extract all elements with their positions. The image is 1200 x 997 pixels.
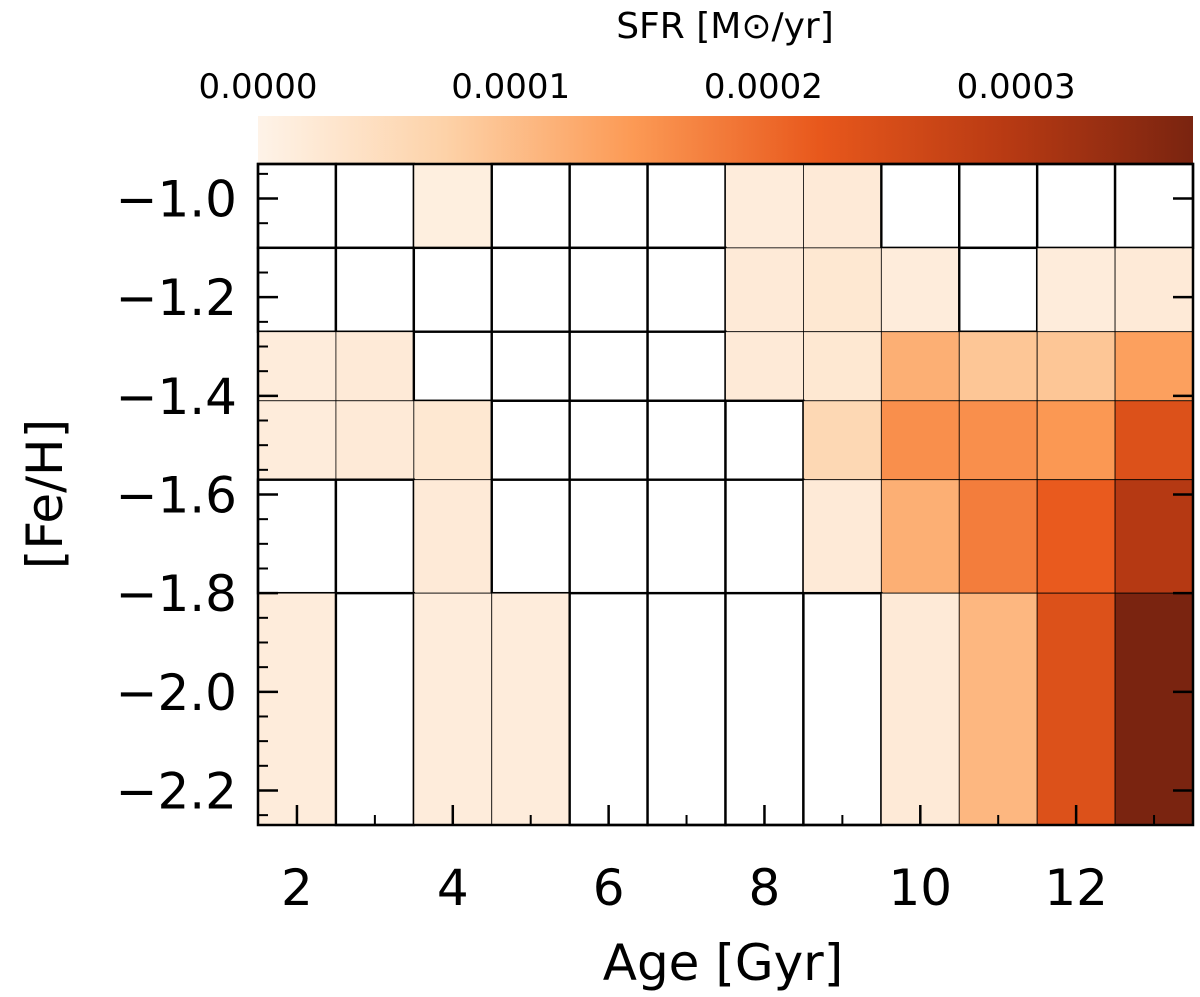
colorbar-label: SFR [M⊙/yr] — [616, 6, 834, 47]
heatmap-cell — [257, 592, 337, 826]
y-axis-title: [Fe/H] — [16, 419, 74, 569]
heatmap-cell — [880, 400, 960, 481]
heatmap-cell — [1114, 400, 1194, 481]
y-tick-label: −2.2 — [116, 762, 237, 820]
heatmap-cell — [1036, 247, 1116, 333]
y-tick-label: −1.6 — [116, 467, 237, 525]
heatmap-cell — [725, 247, 804, 333]
heatmap-cell — [257, 331, 337, 402]
heatmap-cell — [880, 479, 960, 594]
colorbar-tick-label: 0.0002 — [704, 67, 823, 107]
heatmap-cell — [568, 246, 649, 333]
y-tick-label: −1.4 — [116, 368, 237, 426]
heatmap-cell — [803, 247, 882, 333]
heatmap-cell — [1114, 247, 1194, 333]
y-tick-label: −1.2 — [116, 269, 237, 327]
heatmap-cell — [1036, 479, 1116, 594]
x-tick-label: 12 — [1044, 859, 1108, 917]
heatmap-cell — [334, 162, 416, 250]
heatmap-cell — [803, 163, 882, 249]
heatmap-cell — [724, 591, 805, 827]
heatmap-cell — [1035, 162, 1117, 250]
heatmap-cell — [958, 479, 1038, 594]
heatmap-cell — [413, 163, 493, 249]
y-tick-label: −1.8 — [116, 565, 237, 623]
heatmap-cell — [725, 163, 804, 249]
heatmap-cell — [491, 592, 571, 826]
heatmap-cell — [256, 162, 338, 250]
heatmap-cell — [413, 400, 493, 481]
x-axis-title: Age [Gyr] — [603, 934, 844, 992]
heatmap-cell — [413, 592, 493, 826]
heatmap-cell — [1113, 162, 1195, 250]
heatmap-cell — [958, 400, 1038, 481]
colorbar-tick-label: 0.0003 — [957, 67, 1076, 107]
heatmap-cell — [334, 591, 416, 827]
heatmap-cell — [568, 478, 649, 595]
heatmap-cell — [646, 591, 727, 827]
heatmap-cell — [568, 399, 649, 481]
heatmap-cell — [490, 246, 571, 333]
heatmap-cell — [880, 592, 960, 826]
heatmap-cell — [803, 331, 882, 402]
heatmap-cell — [490, 478, 571, 595]
heatmap-cell — [568, 591, 649, 827]
x-tick-label: 2 — [281, 859, 313, 917]
colorbar-tick-label: 0.0001 — [451, 67, 570, 107]
heatmap-cell — [335, 400, 415, 481]
x-tick-label: 10 — [888, 859, 952, 917]
heatmap-cell — [646, 478, 727, 595]
heatmap-cell — [1036, 331, 1116, 402]
heatmap-cell — [334, 246, 416, 333]
colorbar-tick-label: 0.0000 — [199, 67, 318, 107]
heatmap-cell — [646, 330, 727, 402]
heatmap-cell — [958, 592, 1038, 826]
heatmap-cell — [412, 330, 493, 402]
heatmap-cell — [880, 331, 960, 402]
heatmap-cell — [725, 331, 804, 402]
colorbar — [258, 116, 1193, 164]
heatmap-cell — [568, 330, 649, 402]
heatmap-cell — [1114, 479, 1194, 594]
heatmap-cell — [412, 246, 493, 333]
heatmap-cell — [257, 400, 337, 481]
x-tick-label: 6 — [593, 859, 625, 917]
heatmap-cell — [803, 400, 882, 481]
heatmap-cell — [880, 162, 961, 250]
x-axis-ticks: 2 4 6 8 10 12 — [281, 805, 1156, 917]
heatmap-cell — [490, 162, 571, 250]
heatmap-cell — [1036, 592, 1116, 826]
x-tick-label: 4 — [437, 859, 469, 917]
heatmap-cell — [802, 591, 883, 827]
x-tick-label: 8 — [749, 859, 781, 917]
colorbar-tick-labels: 0.0000 0.0001 0.0002 0.0003 — [199, 67, 1076, 107]
heatmap-cell — [335, 331, 415, 402]
heatmap-cell — [490, 399, 571, 481]
y-tick-label: −1.0 — [116, 171, 237, 229]
heatmap-cell — [958, 331, 1038, 402]
y-tick-label: −2.0 — [116, 664, 237, 722]
heatmap-cells — [256, 162, 1195, 827]
heatmap-cell — [490, 330, 571, 402]
heatmap-cell — [958, 246, 1039, 333]
heatmap-cell — [1114, 592, 1194, 826]
heatmap-cell — [646, 162, 727, 250]
heatmap-cell — [646, 399, 727, 481]
heatmap-cell — [256, 246, 338, 333]
heatmap-cell — [256, 478, 338, 595]
heatmap-cell — [1114, 331, 1194, 402]
y-axis-ticks: −1.0 −1.2 −1.4 −1.6 −1.8 −2.0 −2.2 — [116, 171, 1193, 820]
heatmap-cell — [1036, 400, 1116, 481]
heatmap-cell — [334, 478, 416, 595]
heatmap-cell — [568, 162, 649, 250]
heatmap-cell — [724, 478, 805, 595]
heatmap-cell — [880, 247, 960, 333]
heatmap-cell — [724, 399, 805, 481]
heatmap-cell — [803, 479, 882, 594]
heatmap-cell — [646, 246, 727, 333]
heatmap-cell — [413, 479, 493, 594]
heatmap-cell — [958, 162, 1039, 250]
